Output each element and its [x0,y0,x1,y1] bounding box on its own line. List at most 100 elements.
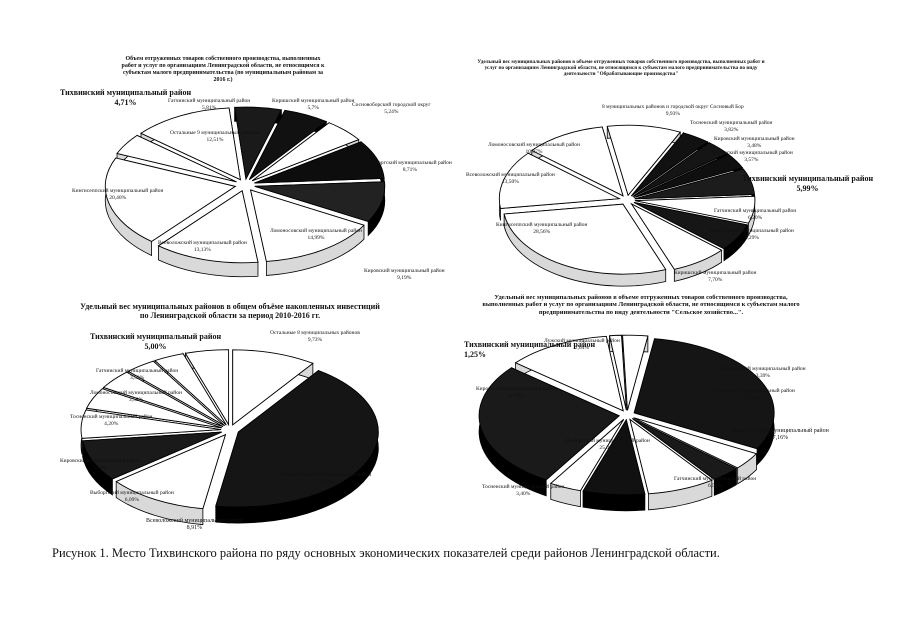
c4-value-volkhov: 3,11% [746,394,761,401]
c3-slice-9 [184,349,230,427]
c2-value-vsevolozhsk: 13,50% [501,178,519,185]
c2-name-vyborg: Выборгский муниципальный район [710,228,794,234]
c4-label-vyborg: Выборгский муниципальный район 25,00% [566,438,650,451]
c1-name-others: Остальные 9 муниципальных районов [170,130,260,136]
c1-name-kirishi: Киришский муниципальный район [272,98,355,104]
c4-value-gatchina: 6,51% [708,482,723,489]
c2-slice-5 [634,195,756,224]
c4-slice-2 [633,417,758,469]
c2-value-tosno: 3,82% [724,126,739,133]
c4-slice-8 [514,335,624,412]
c1-value-kirovsk: 9,19% [397,274,412,281]
c2-label-lomonosov: Ломоносовский муниципальный район 10,97% [488,142,580,155]
c3-slice-8 [154,353,227,426]
c1-slice-9 [140,107,241,181]
c1-label-sosnovy-bor: Сосновоборский городской округ 5,24% [352,102,431,115]
chart-2-pie [498,124,756,287]
c4-name-tikhvin: Тихвинский муниципальный район [464,340,596,349]
c2-label-vyborg: Выборгский муниципальный район 6,29% [710,228,794,241]
c4-slice-3 [632,418,738,480]
c1-value-lomonosov: 14,99% [307,234,325,241]
c4-label-tikhvin: Тихвинский муниципальный район 1,25% [464,340,595,359]
c3-label-vyborg: Выборгский муниципальный район 6,09% [90,490,174,503]
c4-slice-7 [478,367,620,481]
c4-label-tosno: Тосненский муниципальный район 3,40% [482,484,564,497]
c1-name-gatchina: Гатчинский муниципальный район [168,98,251,104]
c1-value-gatchina: 5,81% [202,104,217,111]
c1-name-sosnovy-bor: Сосновоборский городской округ [352,102,431,108]
c4-slice-9 [608,334,627,411]
c3-name-kirovsk: Кировский муниципальный район [60,458,141,464]
chart-4-title: Удельный вес муниципальных районов в объ… [482,294,800,316]
c2-name-tosno: Тосненский муниципальный район [690,120,773,126]
c4-label-kirovsk: Кировский муниципальный район 11,00% [476,386,557,399]
c2-label-tikhvin: Тихвинский муниципальный район 5,99% [742,174,873,193]
c4-value-vyborg: 25,00% [599,444,617,451]
chart-1-pie [104,106,386,278]
c4-name-vyborg: Выборгский муниципальный район [566,438,650,444]
chart-3-title: Удельный вес муниципальных районов в общ… [80,302,380,321]
c3-value-others: 9,73% [307,336,323,343]
c3-slice-0 [232,349,314,426]
c3-name-kingisepp: Кингисеппский муниципальный район [280,472,372,478]
figure-caption: Рисунок 1. Место Тихвинского района по р… [52,546,720,560]
c2-name-volkhov: Волховский муниципальный район [710,150,793,156]
chart-3-pie [80,349,379,526]
c4-label-vsevolozhsk: Всеволожский муниципальный район 7,16% [732,428,829,442]
c3-slice-3 [82,431,222,480]
c2-slice-0 [606,124,682,197]
c4-name-volkhov: Волховский муниципальный район [712,388,795,394]
c1-label-kirovsk: Кировский муниципальный район 9,19% [364,268,445,281]
c4-name-gatchina: Гатчинский муниципальный район [674,476,757,482]
c3-label-others: Остальные 8 муниципальных районов 9,73% [270,330,360,343]
c4-value-vsevolozhsk: 7,16% [772,435,789,442]
c1-name-lomonosov: Ломоносовский муниципальный район [270,228,362,234]
c1-name-vyborg: Выборгский муниципальный район [368,160,452,166]
c2-value-vyborg: 6,29% [744,234,759,241]
c2-name-vsevolozhsk: Всеволожский муниципальный район [466,172,555,178]
c2-slice-4 [634,168,756,200]
c2-slice-6 [633,201,749,250]
c1-label-lomonosov: Ломоносовский муниципальный район 14,99% [270,228,362,241]
c3-name-tosno: Тосненский муниципальный район [70,414,153,420]
c4-slice-1 [633,338,775,450]
c4-value-tosno: 3,40% [516,490,531,497]
c4-value-tikhvin: 1,25% [464,349,486,359]
c3-slice-1 [215,370,379,508]
c4-slice-5 [582,418,646,496]
c4-label-gatchina: Гатчинский муниципальный район 6,51% [674,476,756,489]
c1-slice-3 [254,141,385,184]
c4-name-vsevolozhsk: Всеволожский муниципальный район [732,428,829,434]
c3-name-vsevolozhsk: Всеволожский муниципальный район [146,518,243,524]
c3-label-tikhvin: Тихвинский муниципальный район 5,00% [90,332,221,351]
c1-slice-2 [251,122,360,182]
chart-3-svg [80,349,379,526]
c1-value-vyborg: 8,71% [402,166,417,173]
c1-label-vsevolozhsk: Всеволожский муниципальный район 13,13% [158,240,247,253]
c2-slice-10 [530,126,624,197]
c4-slice-4 [629,418,713,495]
c1-label-vyborg: Выборгский муниципальный район 8,71% [368,160,452,173]
c1-value-kirishi: 5,7% [307,104,319,111]
c1-value-sosnovy-bor: 5,24% [384,108,399,115]
c3-slice-4 [80,409,222,439]
chart-2: Удельный вес муниципальных районов в объ… [452,0,904,300]
chart-1: Объем отгруженных товаров собственного п… [0,0,452,300]
c3-name-others: Остальные 8 муниципальных районов [270,330,360,336]
c3-slice-7 [127,360,225,427]
c3-label-vsevolozhsk: Всеволожский муниципальный район 8,91% [146,518,243,532]
c3-value-tikhvin: 5,00% [144,341,167,351]
c3-value-kirovsk: 4,54% [93,464,108,471]
c2-label-kirishi: Киришский муниципальный район 7,70% [674,270,756,283]
c1-label-kingisepp: Кингисеппский муниципальный район 20,40% [72,188,163,201]
c2-slice-1 [630,132,709,197]
c3-slice-2 [115,433,227,510]
c2-value-kingisepp: 28,56% [533,228,551,235]
c3-label-kingisepp: Кингисеппский муниципальный район 11,71% [280,472,371,485]
chart-4: Удельный вес муниципальных районов в объ… [452,294,904,540]
c1-slice-1 [248,109,328,180]
c4-name-kirovsk: Кировский муниципальный район [476,386,557,392]
c2-label-gatchina: Гатчинский муниципальный район 6,20% [714,208,796,221]
chart-4-pie [478,334,775,512]
c2-value-kirovsk: 3,48% [747,142,762,149]
